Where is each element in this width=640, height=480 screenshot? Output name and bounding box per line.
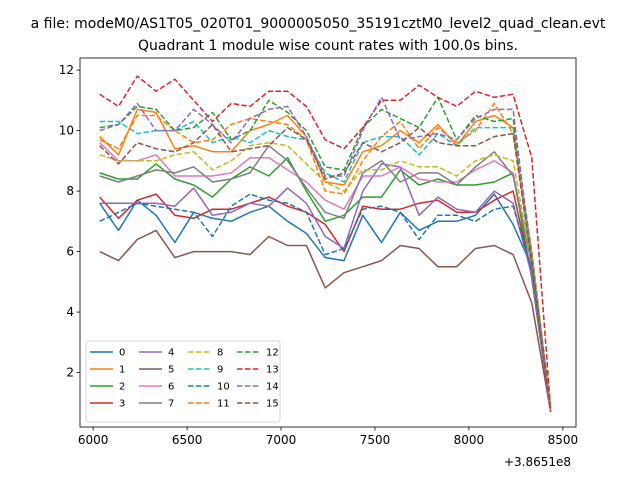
y-tick-label: 6 — [66, 245, 74, 259]
legend-label-12: 12 — [266, 348, 279, 359]
legend-label-6: 6 — [168, 382, 174, 393]
axes-frame — [79, 57, 577, 428]
series-line-15 — [99, 123, 552, 412]
series-line-14 — [99, 96, 552, 409]
series-line-5 — [99, 229, 552, 413]
series-line-4 — [99, 163, 552, 413]
chart-title: Quadrant 1 module wise count rates with … — [138, 38, 518, 54]
y-tick-label: 12 — [59, 63, 74, 77]
x-tick-label: 6500 — [172, 433, 203, 447]
legend-label-1: 1 — [119, 365, 125, 376]
legend-label-9: 9 — [217, 365, 223, 376]
series-line-6 — [99, 142, 552, 412]
series-line-11 — [99, 102, 552, 409]
legend-label-8: 8 — [217, 348, 223, 359]
legend-label-3: 3 — [119, 399, 125, 410]
y-tick-label: 4 — [66, 305, 74, 319]
y-tick-label: 10 — [59, 124, 74, 138]
y-tick-label: 2 — [66, 366, 74, 380]
legend-label-4: 4 — [168, 348, 174, 359]
x-tick-label: 8000 — [454, 433, 485, 447]
x-tick-label: 6000 — [78, 433, 109, 447]
legend-label-14: 14 — [266, 382, 279, 393]
legend-label-13: 13 — [266, 365, 279, 376]
series-line-13 — [99, 75, 552, 409]
figure-suptitle: a file: modeM0/AS1T05_020T01_9000005050_… — [31, 16, 606, 32]
series-line-0 — [99, 193, 552, 412]
legend-label-10: 10 — [217, 382, 230, 393]
x-axis-offset-label: +3.8651e8 — [504, 455, 571, 469]
legend-label-0: 0 — [119, 348, 125, 359]
legend-box — [85, 340, 281, 423]
series-line-8 — [99, 141, 552, 406]
series-line-2 — [99, 157, 552, 413]
plot-area: 6000 6500 7000 7500 8000 85002468101201234567… — [59, 57, 579, 447]
x-tick-label: 7000 — [266, 433, 297, 447]
legend-label-7: 7 — [168, 399, 174, 410]
legend-label-2: 2 — [119, 382, 125, 393]
legend-label-5: 5 — [168, 365, 174, 376]
x-tick-label: 8500 — [548, 433, 579, 447]
series-line-10 — [99, 193, 552, 410]
legend-label-11: 11 — [217, 399, 230, 410]
x-tick-label: 7500 — [360, 433, 391, 447]
series-line-7 — [99, 144, 552, 409]
y-tick-label: 8 — [66, 184, 74, 198]
legend-label-15: 15 — [266, 399, 279, 410]
